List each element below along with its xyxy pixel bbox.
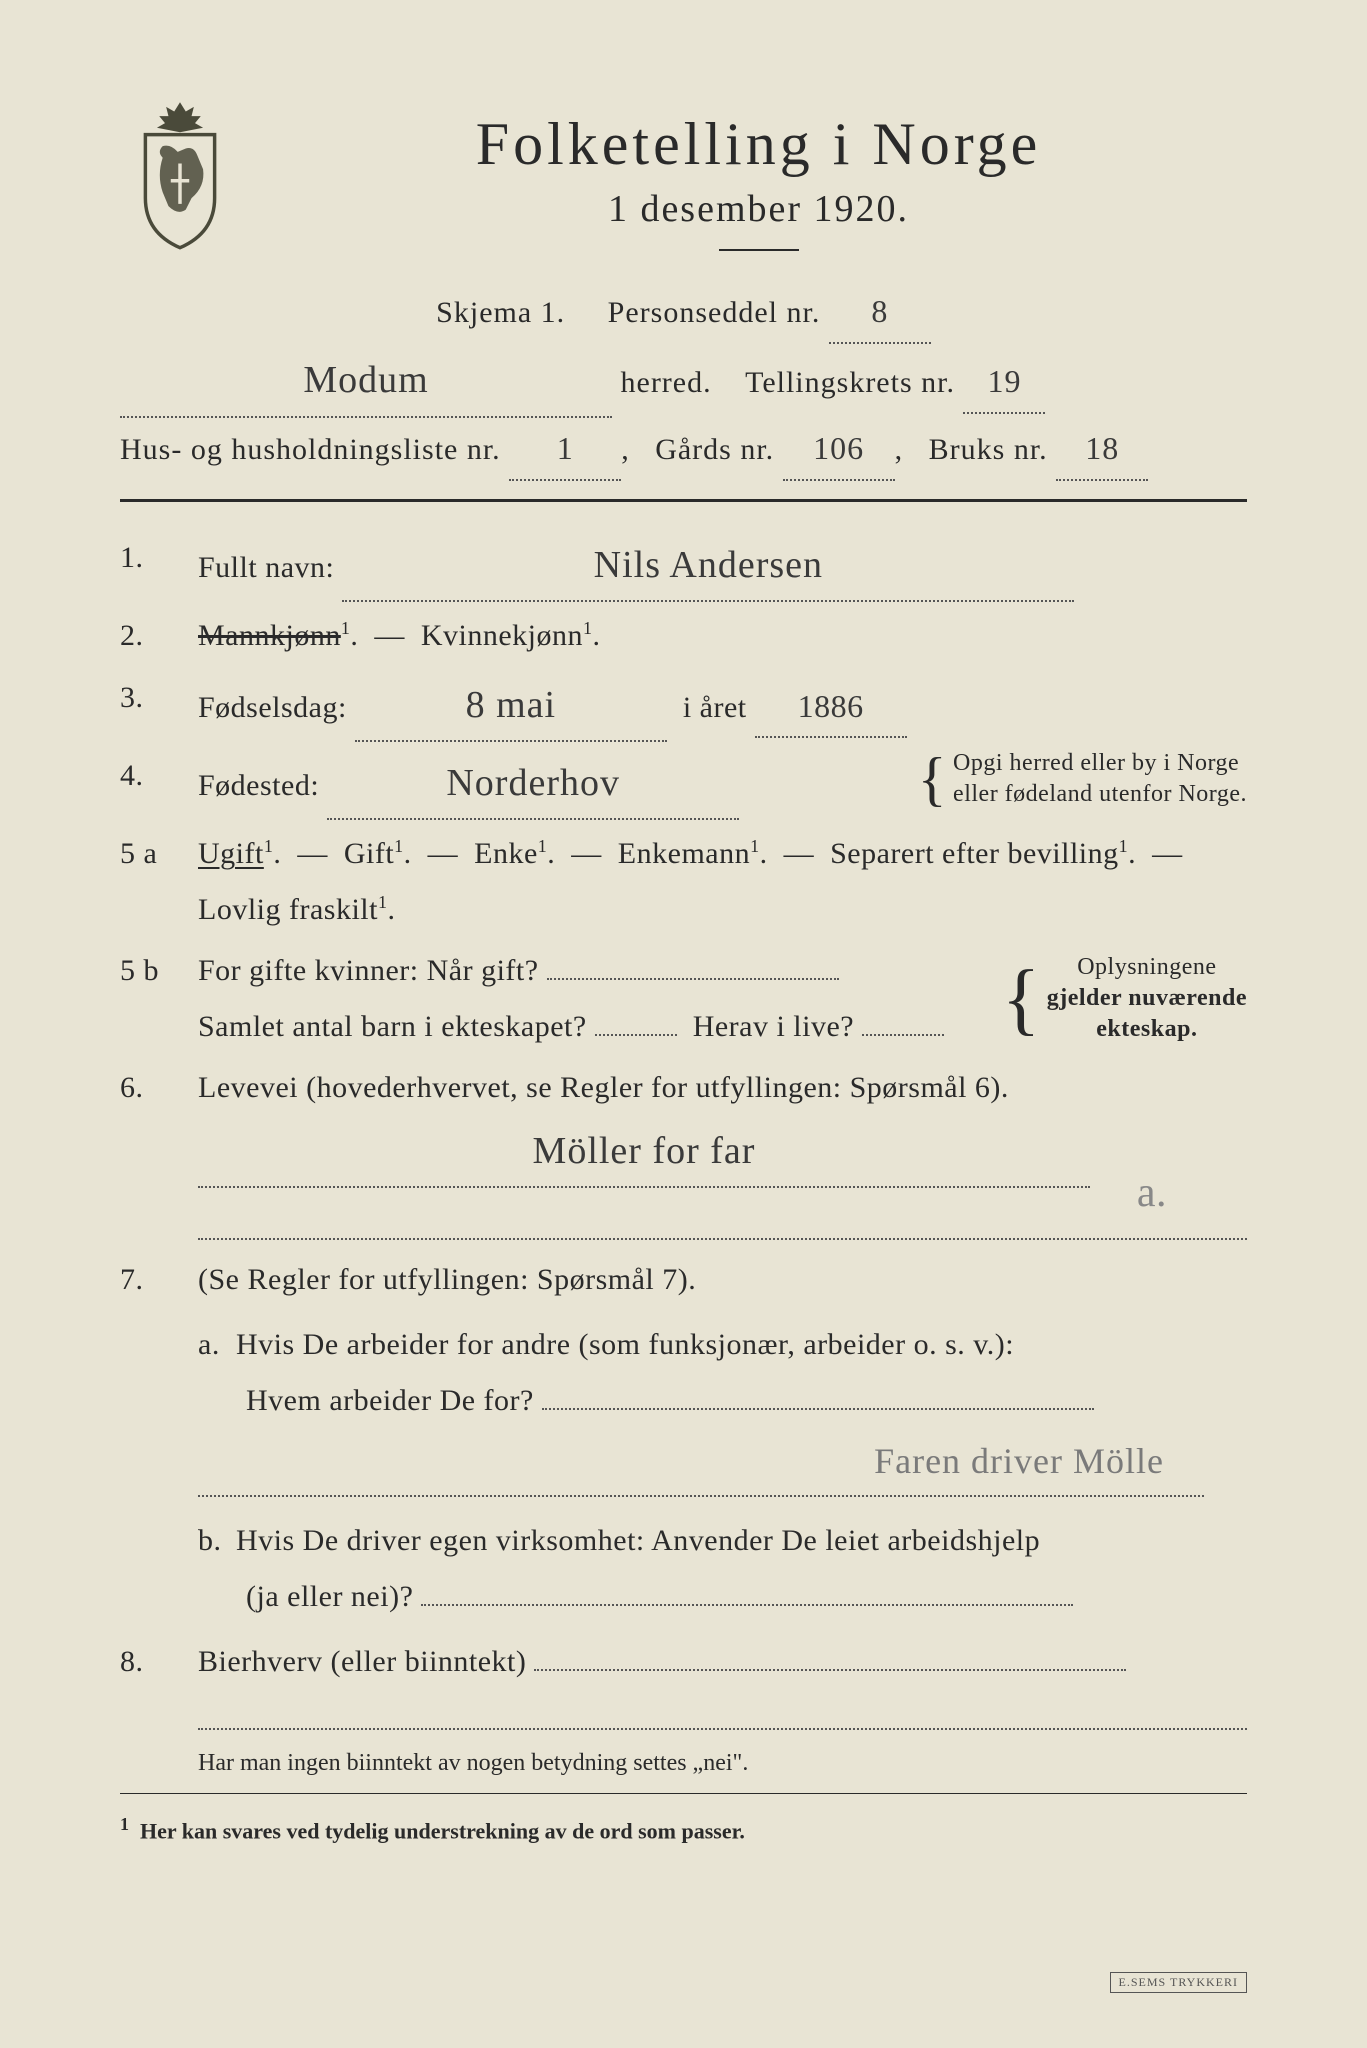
q7a-letter: a. — [198, 1317, 228, 1373]
q4: 4. Fødested: Norderhov { Opgi herred ell… — [120, 748, 1247, 820]
q3-label: Fødselsdag: — [198, 691, 347, 724]
q8-label: Bierhverv (eller biinntekt) — [198, 1645, 526, 1678]
q7a-value: Faren driver Mölle — [198, 1428, 1204, 1497]
q7-label: (Se Regler for utfyllingen: Spørsmål 7). — [198, 1263, 696, 1296]
q2-kvinne: Kvinnekjønn — [421, 619, 583, 652]
q1-label: Fullt navn: — [198, 551, 334, 584]
q7a-line2: Hvem arbeider De for? — [246, 1384, 534, 1417]
bruks-nr: 18 — [1056, 418, 1148, 481]
herred-value: Modum — [120, 344, 612, 418]
printer-mark: E.SEMS TRYKKERI — [1110, 1972, 1247, 1993]
header: Folketelling i Norge 1 desember 1920. — [120, 100, 1247, 251]
q2-mann: Mannkjønn — [198, 619, 341, 652]
q6-value: Möller for far — [198, 1116, 1090, 1188]
divider-top — [120, 499, 1247, 502]
q7-num: 7. — [120, 1252, 180, 1624]
subtitle: 1 desember 1920. — [270, 187, 1247, 231]
q5b: 5 b For gifte kvinner: Når gift? Samlet … — [120, 943, 1247, 1054]
q5a: 5 a Ugift1. — Gift1. — Enke1. — Enkemann… — [120, 826, 1247, 937]
q7a-line1: Hvis De arbeider for andre (som funksjon… — [236, 1328, 1014, 1361]
q6-num: 6. — [120, 1060, 180, 1240]
q4-value: Norderhov — [327, 748, 739, 820]
q4-num: 4. — [120, 748, 180, 820]
q1-value: Nils Andersen — [342, 530, 1074, 602]
q8: 8. Bierhverv (eller biinntekt) — [120, 1634, 1247, 1730]
q5b-num: 5 b — [120, 943, 180, 1054]
gards-label: Gårds nr. — [655, 433, 774, 466]
gards-nr: 106 — [783, 418, 895, 481]
q5a-gift: Gift — [344, 837, 394, 870]
q7b-letter: b. — [198, 1513, 228, 1569]
personseddel-label: Personseddel nr. — [608, 296, 821, 329]
q2-num: 2. — [120, 608, 180, 664]
q5a-ugift: Ugift — [198, 837, 264, 870]
footer-hint: Har man ingen biinntekt av nogen betydni… — [198, 1750, 1247, 1777]
meta-line-hus: Hus- og husholdningsliste nr. 1, Gårds n… — [120, 418, 1247, 481]
footnote: 1 Her kan svares ved tydelig understrekn… — [120, 1814, 1247, 1844]
q6: 6. Levevei (hovederhvervet, se Regler fo… — [120, 1060, 1247, 1240]
q4-note: { Opgi herred eller by i Norge eller fød… — [918, 748, 1247, 810]
skjema-label: Skjema 1. — [436, 296, 565, 329]
tellingskrets-nr: 19 — [963, 351, 1045, 414]
q3-num: 3. — [120, 670, 180, 742]
census-form-page: Folketelling i Norge 1 desember 1920. Sk… — [0, 0, 1367, 2048]
q4-label: Fødested: — [198, 769, 319, 802]
q7b-line1: Hvis De driver egen virksomhet: Anvender… — [236, 1524, 1040, 1557]
main-title: Folketelling i Norge — [270, 110, 1247, 179]
q3-year-label: i året — [683, 691, 747, 724]
q5a-enke: Enke — [474, 837, 538, 870]
q6-pencil-annotation: a. — [1137, 1155, 1167, 1233]
title-rule — [719, 249, 799, 251]
q3: 3. Fødselsdag: 8 mai i året 1886 — [120, 670, 1247, 742]
q8-num: 8. — [120, 1634, 180, 1730]
meta-line-herred: Modum herred. Tellingskrets nr. 19 — [120, 344, 1247, 418]
q6-label: Levevei (hovederhvervet, se Regler for u… — [198, 1071, 1009, 1104]
q5a-fraskilt: Lovlig fraskilt — [198, 893, 378, 926]
q5b-gift-value — [547, 978, 839, 980]
meta-line-skjema: Skjema 1. Personseddel nr. 8 — [120, 281, 1247, 344]
herred-suffix: herred. — [621, 366, 712, 399]
q7: 7. (Se Regler for utfyllingen: Spørsmål … — [120, 1252, 1247, 1624]
husliste-label: Hus- og husholdningsliste nr. — [120, 433, 501, 466]
q3-day: 8 mai — [355, 670, 667, 742]
q5b-note: { Oplysningene gjelder nuværende ekteska… — [1002, 952, 1247, 1046]
bruks-label: Bruks nr. — [929, 433, 1048, 466]
q5b-line2a: Samlet antal barn i ekteskapet? — [198, 1010, 587, 1043]
q5b-line2b: Herav i live? — [693, 1010, 854, 1043]
title-block: Folketelling i Norge 1 desember 1920. — [270, 100, 1247, 251]
q5b-line1: For gifte kvinner: Når gift? — [198, 954, 539, 987]
q1: 1. Fullt navn: Nils Andersen — [120, 530, 1247, 602]
q5a-enkemann: Enkemann — [618, 837, 750, 870]
husliste-nr: 1 — [509, 418, 621, 481]
personseddel-nr: 8 — [829, 281, 931, 344]
q3-year: 1886 — [755, 677, 907, 738]
q7b-line2: (ja eller nei)? — [246, 1580, 413, 1613]
tellingskrets-label: Tellingskrets nr. — [745, 366, 955, 399]
q5a-num: 5 a — [120, 826, 180, 937]
divider-bottom — [120, 1793, 1247, 1794]
q5a-separert: Separert efter bevilling — [830, 837, 1119, 870]
q2: 2. Mannkjønn1. — Kvinnekjønn1. — [120, 608, 1247, 664]
coat-of-arms-icon — [120, 100, 240, 250]
q1-num: 1. — [120, 530, 180, 602]
